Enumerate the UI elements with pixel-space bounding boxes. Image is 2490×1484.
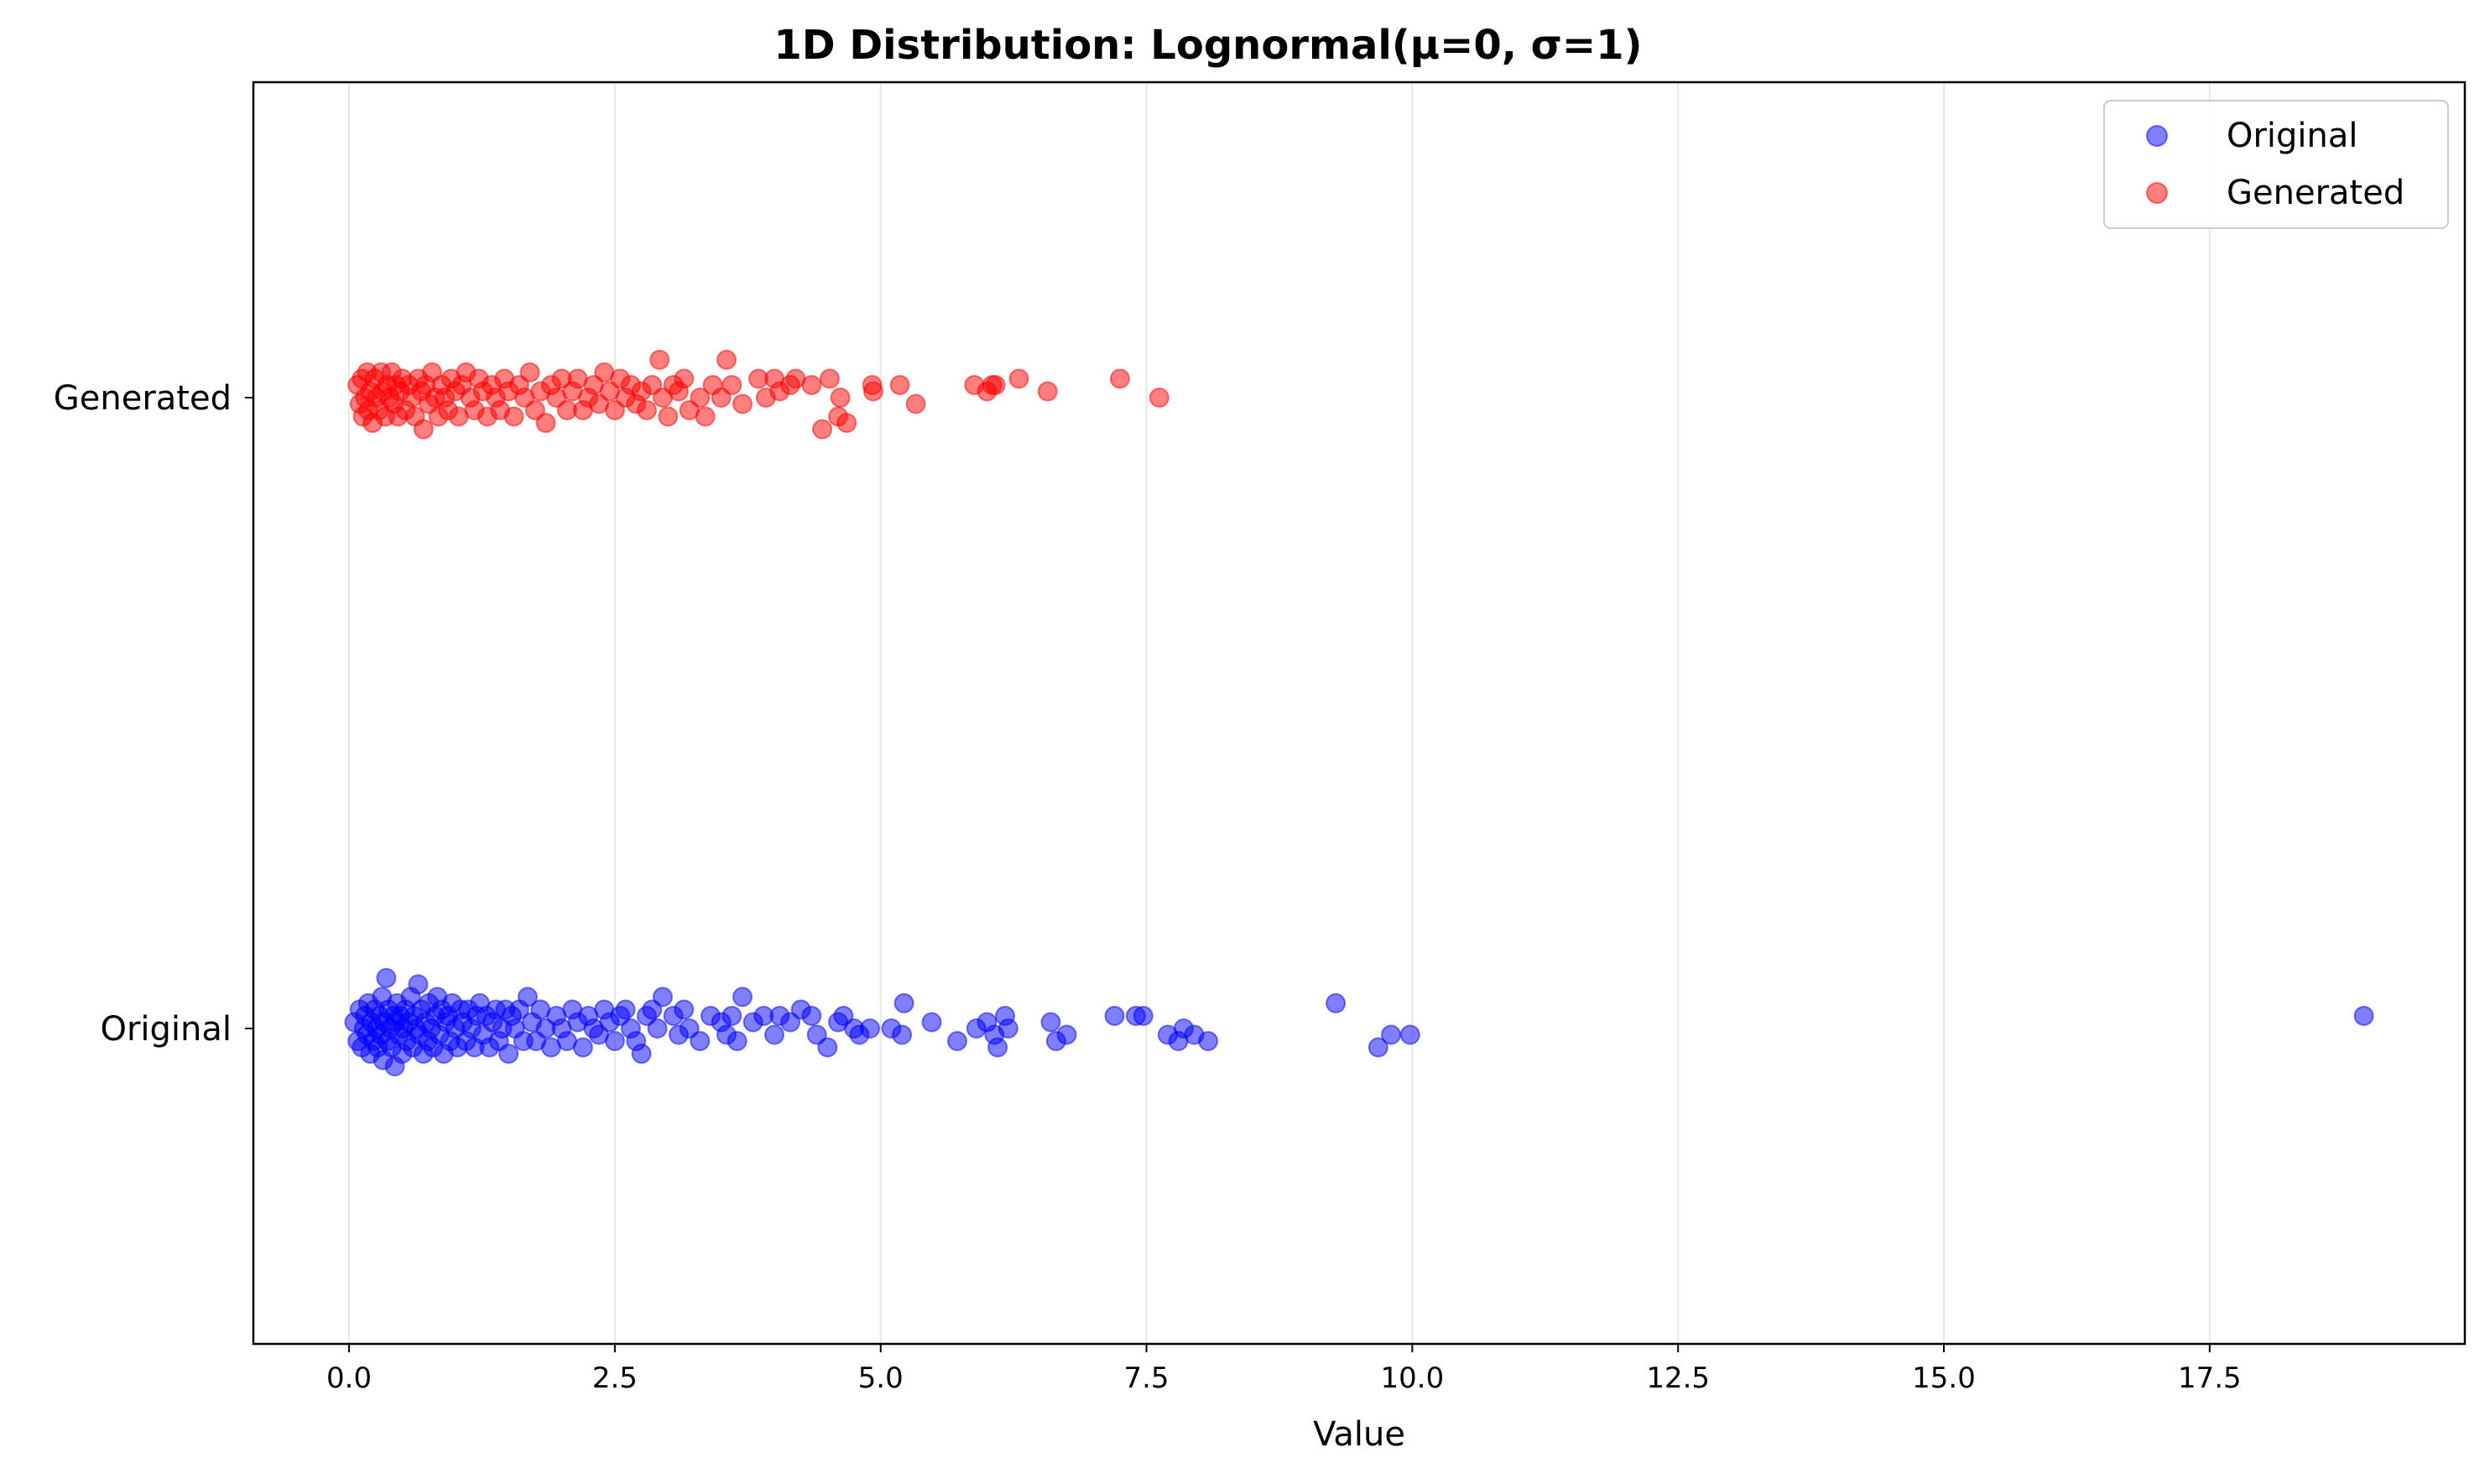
point-generated bbox=[836, 413, 857, 434]
x-tick-label: 5.0 bbox=[858, 1362, 904, 1395]
point-original bbox=[732, 987, 753, 1008]
point-original bbox=[408, 974, 429, 995]
point-original bbox=[1326, 992, 1347, 1013]
point-original bbox=[1104, 1005, 1125, 1026]
point-original bbox=[921, 1012, 942, 1033]
point-original bbox=[1040, 1012, 1061, 1033]
point-original bbox=[1381, 1024, 1402, 1045]
point-original bbox=[498, 1044, 519, 1065]
point-generated bbox=[819, 368, 840, 389]
x-tick-label: 0.0 bbox=[326, 1362, 372, 1395]
point-original bbox=[517, 987, 538, 1008]
point-generated bbox=[636, 400, 657, 421]
point-original bbox=[987, 1037, 1008, 1058]
point-original bbox=[631, 1044, 652, 1065]
point-original bbox=[652, 987, 673, 1008]
point-generated bbox=[862, 381, 883, 402]
point-generated bbox=[889, 374, 910, 395]
point-original bbox=[2353, 1005, 2374, 1026]
y-tick-label: Generated bbox=[54, 379, 232, 418]
point-generated bbox=[1149, 388, 1169, 408]
point-generated bbox=[985, 374, 1006, 395]
y-tick-label: Original bbox=[100, 1010, 232, 1049]
point-original bbox=[763, 1024, 784, 1045]
point-original bbox=[1133, 1005, 1154, 1026]
point-original bbox=[615, 999, 636, 1020]
point-generated bbox=[1037, 381, 1058, 402]
point-generated bbox=[801, 374, 822, 395]
point-original bbox=[604, 1031, 625, 1052]
point-generated bbox=[674, 368, 695, 389]
point-generated bbox=[812, 419, 833, 440]
point-generated bbox=[830, 388, 851, 408]
point-generated bbox=[905, 393, 926, 414]
point-generated bbox=[690, 388, 711, 408]
x-axis-label: Value bbox=[1313, 1415, 1405, 1454]
data-points bbox=[344, 349, 2374, 1077]
point-generated bbox=[721, 374, 742, 395]
point-original bbox=[727, 1031, 748, 1052]
point-original bbox=[690, 1031, 711, 1052]
legend-label-generated: Generated bbox=[2227, 174, 2404, 212]
point-original bbox=[892, 1024, 913, 1045]
point-original bbox=[801, 1005, 822, 1026]
x-tick-label: 17.5 bbox=[2178, 1362, 2242, 1395]
chart-title: 1D Distribution: Lognormal(μ=0, σ=1) bbox=[774, 22, 1642, 69]
plot-area-frame bbox=[252, 81, 2467, 1346]
point-original bbox=[860, 1018, 881, 1039]
point-original bbox=[674, 999, 695, 1020]
point-original bbox=[946, 1031, 967, 1052]
x-axis-ticks: 0.0 2.5 5.0 7.5 10.0 12.5 15.0 17.5 bbox=[326, 1344, 2242, 1395]
legend-box bbox=[2103, 100, 2449, 229]
point-generated bbox=[535, 413, 556, 434]
point-generated bbox=[716, 349, 737, 370]
point-original bbox=[893, 992, 914, 1013]
point-original bbox=[721, 1005, 742, 1026]
point-original bbox=[1056, 1024, 1077, 1045]
x-tick-label: 12.5 bbox=[1646, 1362, 1710, 1395]
point-original bbox=[817, 1037, 838, 1058]
point-original bbox=[572, 1037, 593, 1058]
point-original bbox=[998, 1018, 1018, 1039]
point-original bbox=[376, 967, 397, 988]
legend-label-original: Original bbox=[2227, 117, 2358, 155]
point-generated bbox=[732, 393, 753, 414]
point-generated bbox=[1008, 368, 1029, 389]
point-original bbox=[647, 1018, 668, 1039]
x-tick-label: 2.5 bbox=[592, 1362, 638, 1395]
point-generated bbox=[695, 406, 716, 427]
point-original bbox=[1399, 1024, 1420, 1045]
grid-lines bbox=[348, 82, 2211, 1344]
point-generated bbox=[503, 406, 524, 427]
legend: Original Generated bbox=[2103, 100, 2449, 229]
point-original bbox=[1367, 1037, 1388, 1058]
point-original bbox=[1198, 1031, 1219, 1052]
point-generated bbox=[519, 362, 540, 383]
x-tick-label: 7.5 bbox=[1123, 1362, 1169, 1395]
point-generated bbox=[658, 406, 679, 427]
legend-marker-original bbox=[2146, 125, 2168, 147]
x-tick-label: 15.0 bbox=[1912, 1362, 1976, 1395]
x-tick-label: 10.0 bbox=[1381, 1362, 1445, 1395]
y-axis-ticks: Original Generated bbox=[54, 379, 253, 1049]
point-generated bbox=[413, 419, 434, 440]
legend-marker-generated bbox=[2146, 182, 2168, 204]
point-generated bbox=[649, 349, 670, 370]
point-generated bbox=[1109, 368, 1130, 389]
